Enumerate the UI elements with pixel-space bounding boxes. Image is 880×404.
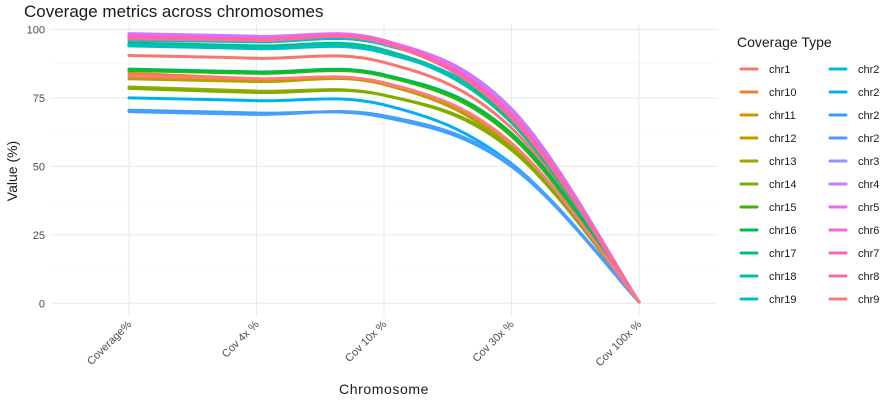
legend-label-chr4: chr4 (858, 179, 879, 191)
y-tick-label: 50 (33, 161, 45, 173)
legend-label-chr11: chr11 (769, 110, 796, 122)
legend-label-chr2: chr2 (858, 64, 879, 76)
legend-label-chr19: chr19 (769, 294, 797, 306)
legend-label-chr7: chr7 (858, 248, 879, 260)
x-tick-label: Coverage% (85, 318, 134, 367)
legend-label-chr9: chr9 (858, 294, 879, 306)
y-axis-title: Value (%) (4, 141, 20, 201)
legend-label-chr14: chr14 (769, 179, 797, 191)
x-tick-label: Cov 4x % (220, 318, 262, 360)
y-tick-label: 0 (39, 298, 45, 310)
legend-label-chr13: chr13 (769, 156, 797, 168)
legend-label-chr3: chr3 (858, 156, 879, 168)
legend-label-chr5: chr5 (858, 202, 879, 214)
x-axis-ticks: Coverage% Cov 4x % Cov 10x % Cov 30x % Cov 1… (85, 318, 644, 369)
y-tick-label: 75 (33, 93, 45, 105)
legend-label-chr20: chr20 (858, 87, 880, 99)
legend-label-chr10: chr10 (769, 87, 797, 99)
legend-label-chr16: chr16 (769, 225, 797, 237)
series-line-chr8 (127, 34, 641, 304)
series-line-chr9 (127, 74, 641, 304)
series-line-chr16 (127, 67, 641, 304)
legend-label-chr21: chr21 (858, 110, 880, 122)
x-tick-label: Cov 100x % (594, 318, 645, 369)
y-tick-label: 100 (27, 24, 45, 36)
chart-title: Coverage metrics across chromosomes (24, 2, 323, 21)
x-axis-title: Chromosome (339, 381, 429, 397)
legend-label-chr12: chr12 (769, 133, 797, 145)
legend-label-chr17: chr17 (769, 248, 797, 260)
legend-label-chr8: chr8 (858, 271, 879, 283)
legend-label-chr15: chr15 (769, 202, 797, 214)
legend: Coverage Type chr1 chr10 chr11 chr12 chr13 ch… (737, 34, 880, 306)
series-line-chr14 (127, 86, 641, 304)
legend-title: Coverage Type (737, 34, 832, 50)
series-lines (127, 32, 641, 304)
legend-label-chr22: chr22 (858, 133, 880, 145)
y-axis-ticks: 0 25 50 75 100 (27, 24, 45, 310)
x-tick-label: Cov 30x % (471, 318, 517, 364)
legend-label-chr1: chr1 (769, 64, 790, 76)
legend-label-chr18: chr18 (769, 271, 797, 283)
series-line-chr1 (127, 53, 641, 304)
series-line-chr22 (127, 109, 641, 304)
y-tick-label: 25 (33, 230, 45, 242)
x-tick-label: Cov 10x % (343, 318, 389, 364)
legend-label-chr6: chr6 (858, 225, 879, 237)
